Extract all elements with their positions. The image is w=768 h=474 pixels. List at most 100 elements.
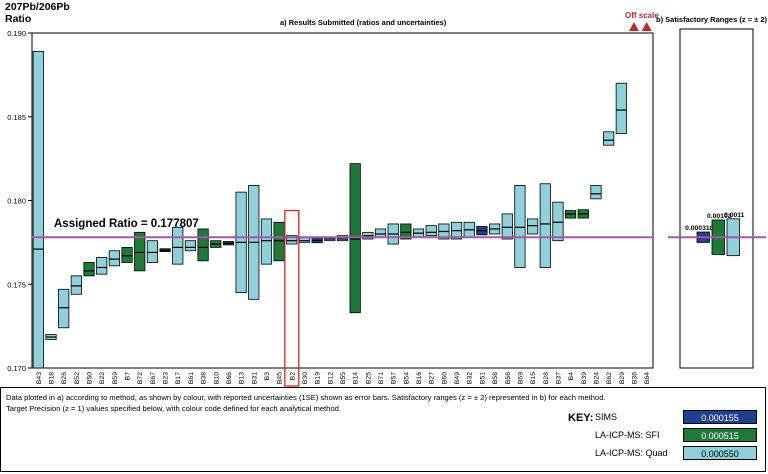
key-value-sfi: 0.000515 xyxy=(683,428,757,442)
x-tick-label: B32 xyxy=(467,372,474,384)
bar-B67 xyxy=(146,240,158,263)
x-tick-label: B71 xyxy=(378,372,385,384)
x-tick-label: B26 xyxy=(61,372,68,384)
bar-B69 xyxy=(514,185,526,268)
bar-B62 xyxy=(603,131,615,146)
key-label-sfi: LA-ICP-MS: SFI xyxy=(595,430,660,440)
bar-B43 xyxy=(32,51,44,369)
y-tick-label: 0.170 xyxy=(7,364,26,373)
x-tick-label: B60 xyxy=(441,372,448,384)
x-tick-label: B72 xyxy=(137,372,144,384)
x-tick-label: B25 xyxy=(365,372,372,384)
x-tick-label: B16 xyxy=(416,372,423,384)
x-tick-label: B59 xyxy=(112,372,119,384)
bar-B29 xyxy=(615,82,627,134)
plot-a: 0.170 0.175 0.180 0.185 0.190 B43 B18 B26 B52 B50… xyxy=(7,22,654,387)
x-tick-label: B13 xyxy=(239,372,246,384)
x-tick-label: B64 xyxy=(644,372,651,384)
bar-B15 xyxy=(527,218,539,235)
bar-B27 xyxy=(425,225,437,237)
footer-notes: Data plotted in a) according to method, … xyxy=(6,392,606,414)
key-title: KEY: xyxy=(568,412,594,424)
x-tick-label: B27 xyxy=(429,372,436,384)
range-label-1: 0.00103 xyxy=(707,213,732,220)
highlight-box-B2 xyxy=(284,209,300,387)
range-label-2: 0.0011 xyxy=(724,212,745,219)
off-scale-marker-B36 xyxy=(628,22,639,31)
x-tick-label: B10 xyxy=(213,372,220,384)
x-tick-label: B51 xyxy=(479,372,486,384)
range-label-0: 0.000310 xyxy=(685,225,714,232)
x-tick-label: B18 xyxy=(49,372,56,384)
x-tick-label: B14 xyxy=(353,372,360,384)
x-tick-label: B58 xyxy=(492,372,499,384)
key-value-quad: 0.000550 xyxy=(683,446,757,460)
x-tick-label: B2 xyxy=(289,372,296,381)
key-label-sims: SIMS xyxy=(595,412,618,422)
x-tick-label: B29 xyxy=(619,372,626,384)
x-tick-label: B45 xyxy=(277,372,284,384)
off-scale-marker-B64 xyxy=(641,22,652,31)
x-tick-label: B67 xyxy=(150,372,157,384)
x-tick-label: B30 xyxy=(302,372,309,384)
bar-B52 xyxy=(70,275,82,295)
x-tick-label: B31 xyxy=(251,372,258,384)
x-tick-label: B7 xyxy=(125,372,132,381)
bar-B2 xyxy=(286,235,298,245)
bar-B38 xyxy=(197,228,209,262)
x-tick-label: B57 xyxy=(391,372,398,384)
x-tick-label: B19 xyxy=(315,372,322,384)
x-tick-label: B24 xyxy=(593,372,600,384)
x-tick-label: B61 xyxy=(188,372,195,384)
y-tick-label: 0.190 xyxy=(7,29,26,38)
key-label-quad: LA-ICP-MS: Quad xyxy=(595,448,668,458)
x-tick-label: B56 xyxy=(505,372,512,384)
chart-b-title: b) Satisfactory Ranges (z = ± 2) xyxy=(656,15,768,24)
x-tick-label: B15 xyxy=(530,372,537,384)
bar-B17 xyxy=(172,226,184,265)
x-tick-label: B62 xyxy=(606,372,613,384)
chart-area: 207Pb/206Pb Ratio a) Results Submitted (… xyxy=(5,1,768,387)
bar-B3 xyxy=(260,218,273,265)
bar-B71 xyxy=(374,228,387,238)
x-tick-label: B37 xyxy=(555,372,562,384)
x-tick-label: B22 xyxy=(99,372,106,384)
y-axis-title-line1: 207Pb/206Pb xyxy=(5,1,70,13)
x-tick-label: B17 xyxy=(175,372,182,384)
bar-B7 xyxy=(121,246,133,263)
x-tick-label: B52 xyxy=(74,372,81,384)
bar-B37 xyxy=(552,201,564,242)
assigned-ratio-label: Assigned Ratio = 0.177807 xyxy=(54,218,199,230)
x-tick-label: B69 xyxy=(517,372,524,384)
plot-a-frame xyxy=(31,32,654,369)
y-tick-label: 0.185 xyxy=(7,113,26,122)
bar-B45 xyxy=(273,221,285,262)
y-tick-label: 0.175 xyxy=(7,280,26,289)
x-tick-label: B23 xyxy=(163,372,170,384)
bar-B50 xyxy=(83,262,95,277)
key-value-sims: 0.000155 xyxy=(683,410,757,424)
x-tick-label: B55 xyxy=(340,372,347,384)
x-tick-label: B36 xyxy=(631,372,638,384)
footer-line-2: Target Precision (z = 1) values specifie… xyxy=(6,404,341,413)
bar-B24 xyxy=(590,185,602,200)
x-tick-label: B3 xyxy=(264,372,271,381)
x-tick-label: B66 xyxy=(226,372,233,384)
x-tick-label: B39 xyxy=(581,372,588,384)
bar-B26 xyxy=(58,288,70,329)
bar-B22 xyxy=(96,257,108,275)
x-tick-label: B12 xyxy=(327,372,334,384)
y-axis-title-line2: Ratio xyxy=(5,13,31,25)
footer-line-1: Data plotted in a) according to method, … xyxy=(6,393,606,402)
x-tick-label: B50 xyxy=(87,372,94,384)
x-tick-label: B4 xyxy=(568,372,575,381)
bar-B72 xyxy=(134,231,146,272)
bar-B56 xyxy=(501,213,513,240)
x-tick-label: B54 xyxy=(403,372,410,384)
bar-B59 xyxy=(108,250,120,267)
off-scale-label: Off scale xyxy=(625,11,659,20)
footer-panel: Data plotted in a) according to method, … xyxy=(0,387,766,472)
chart-a-title: a) Results Submitted (ratios and uncerta… xyxy=(280,18,447,27)
x-tick-label: B43 xyxy=(36,372,43,384)
